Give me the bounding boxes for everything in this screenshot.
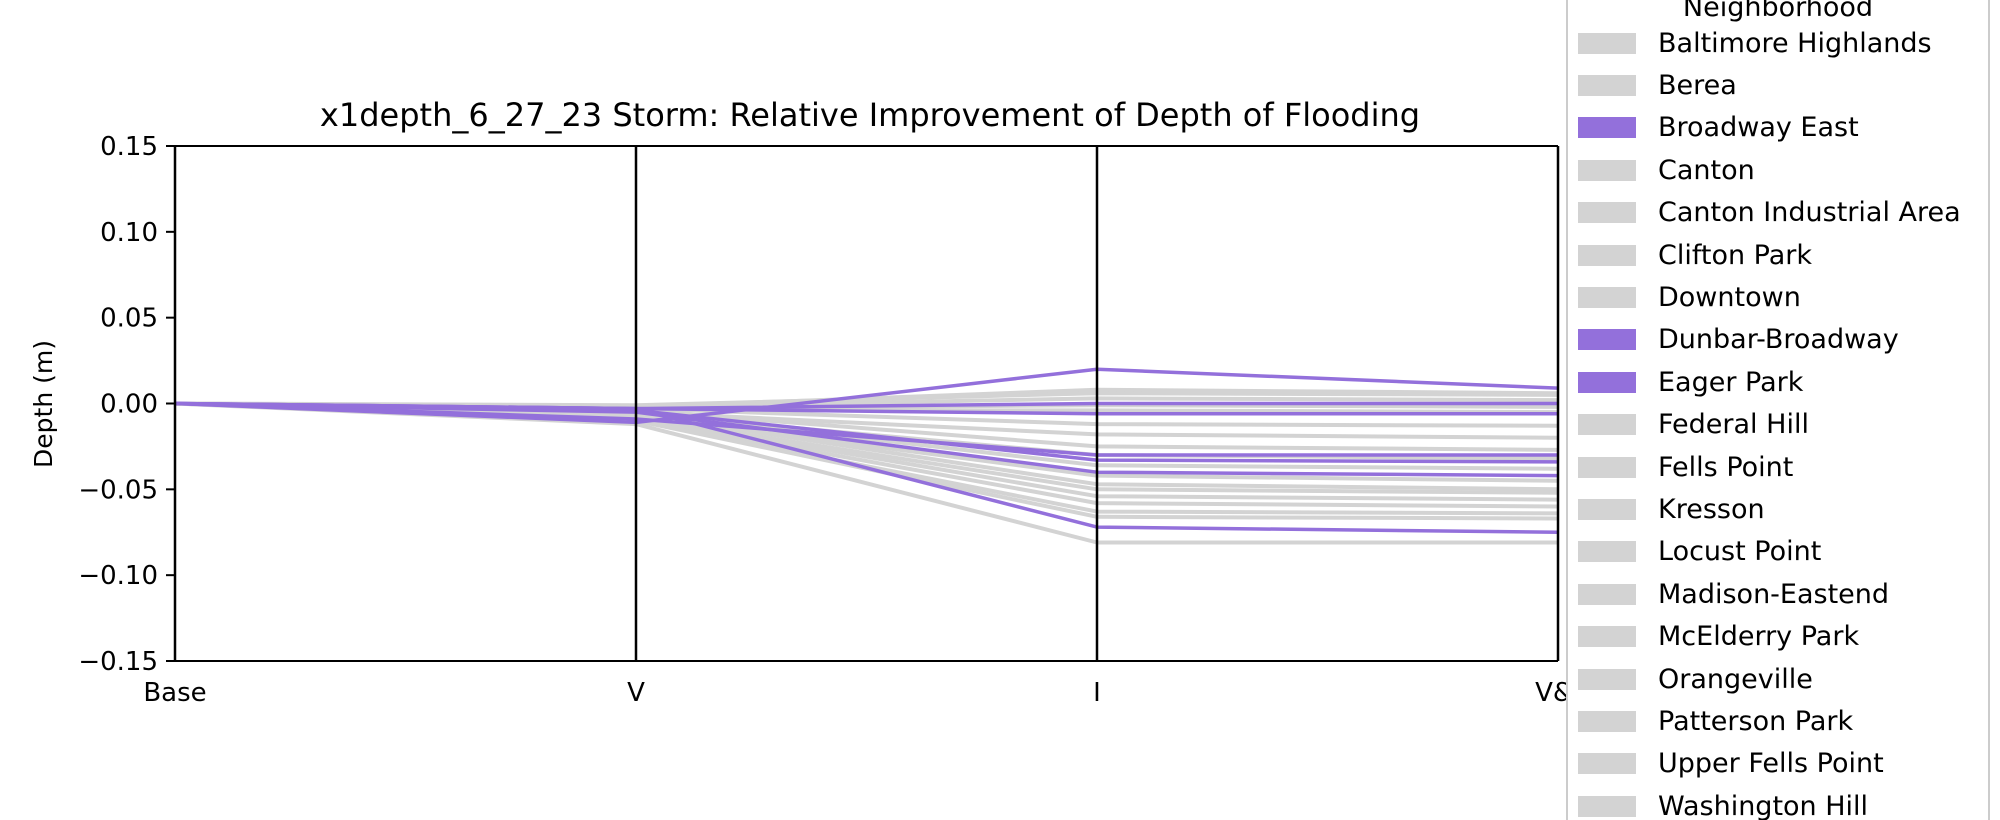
x-tick-label-2: I <box>1093 678 1101 708</box>
legend-label: Baltimore Highlands <box>1658 27 1932 59</box>
highlighted-series-group <box>174 367 1559 535</box>
legend-swatch <box>1578 244 1636 266</box>
legend-label: Kresson <box>1658 493 1765 525</box>
legend-label: Downtown <box>1658 281 1801 313</box>
legend-label: Locust Point <box>1658 536 1822 568</box>
legend-label: Washington Hill <box>1658 790 1869 820</box>
legend-label: Federal Hill <box>1658 409 1809 441</box>
legend-entry: Kresson <box>1578 489 1765 529</box>
legend-label: Broadway East <box>1658 112 1859 144</box>
legend-entry: Broadway East <box>1578 108 1859 148</box>
legend-label: Upper Fells Point <box>1658 748 1884 780</box>
legend-swatch <box>1578 32 1636 54</box>
legend-label: Orangeville <box>1658 663 1813 695</box>
y-tick-label-5: 0.10 <box>100 218 158 248</box>
legend-entry: Clifton Park <box>1578 235 1812 275</box>
legend-swatch <box>1578 668 1636 690</box>
legend-swatch <box>1578 329 1636 351</box>
y-tick-label-3: 0.00 <box>100 390 158 420</box>
legend-swatch <box>1578 626 1636 648</box>
legend-swatch <box>1578 795 1636 817</box>
x-tick-label-1: V <box>627 678 645 708</box>
legend-label: Madison-Eastend <box>1658 578 1890 610</box>
legend-swatch <box>1578 753 1636 775</box>
x-tick-label-0: Base <box>143 678 206 708</box>
legend-swatch <box>1578 371 1636 393</box>
legend-entry: Dunbar-Broadway <box>1578 320 1899 360</box>
y-tick-label-2: −0.05 <box>78 475 158 505</box>
legend-entry: Orangeville <box>1578 659 1813 699</box>
y-tick-label-1: −0.10 <box>78 561 158 591</box>
parallel-coordinates-chart: −0.15−0.10−0.050.000.050.100.15 Base V I V&… <box>29 96 1581 708</box>
legend-swatch <box>1578 541 1636 563</box>
legend-entry: Washington Hill <box>1578 786 1868 820</box>
x-ticks-group: Base V I V&I <box>143 678 1581 708</box>
legend-swatch <box>1578 117 1636 139</box>
legend-entry: Patterson Park <box>1578 701 1853 741</box>
legend-swatch <box>1578 498 1636 520</box>
legend-swatch <box>1578 159 1636 181</box>
legend-label: McElderry Park <box>1658 621 1860 653</box>
legend-swatch <box>1578 414 1636 436</box>
legend-entry: Eager Park <box>1578 362 1803 402</box>
legend-label: Dunbar-Broadway <box>1658 324 1899 356</box>
y-tick-label-0: −0.15 <box>78 647 158 677</box>
legend-entry: Locust Point <box>1578 532 1821 572</box>
legend-entry: Berea <box>1578 65 1737 105</box>
legend-swatch <box>1578 74 1636 96</box>
legend-swatch <box>1578 710 1636 732</box>
legend-title: Neighborhood <box>1682 0 1874 23</box>
legend-swatch <box>1578 202 1636 224</box>
legend-entry: Madison-Eastend <box>1578 574 1889 614</box>
y-tick-label-4: 0.05 <box>100 304 158 334</box>
legend-label: Clifton Park <box>1658 239 1813 271</box>
axes-group <box>173 145 1560 662</box>
legend-label: Eager Park <box>1658 366 1804 398</box>
y-axis-label: Depth (m) <box>29 340 58 468</box>
legend-entry: Federal Hill <box>1578 405 1809 445</box>
y-tick-label-6: 0.15 <box>100 132 158 162</box>
legend-label: Fells Point <box>1658 451 1794 483</box>
legend: Neighborhood Baltimore Highlands Berea Bro… <box>1566 0 1990 820</box>
legend-entry: Upper Fells Point <box>1578 744 1884 784</box>
legend-label: Berea <box>1658 69 1737 101</box>
legend-swatch <box>1578 456 1636 478</box>
legend-label: Patterson Park <box>1658 705 1854 737</box>
legend-entry: Downtown <box>1578 277 1801 317</box>
y-ticks-group: −0.15 −0.10 −0.05 0.00 0.05 0.10 0.15 <box>78 132 175 677</box>
legend-swatch <box>1578 583 1636 605</box>
legend-entry: Baltimore Highlands <box>1578 23 1932 63</box>
highlighted-series-line-24 <box>174 401 1559 535</box>
legend-entry: Fells Point <box>1578 447 1793 487</box>
legend-label: Canton <box>1658 154 1755 186</box>
chart-title: x1depth_6_27_23 Storm: Relative Improvem… <box>320 96 1420 134</box>
legend-entry: McElderry Park <box>1578 617 1859 657</box>
legend-label: Canton Industrial Area <box>1658 197 1961 229</box>
legend-entry: Canton <box>1578 150 1755 190</box>
legend-swatch <box>1578 286 1636 308</box>
legend-entry: Canton Industrial Area <box>1578 193 1961 233</box>
